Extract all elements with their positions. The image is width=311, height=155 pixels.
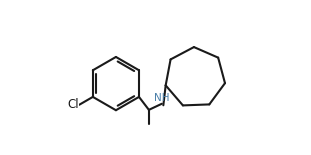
Text: NH: NH xyxy=(154,93,169,103)
Text: Cl: Cl xyxy=(67,98,79,111)
